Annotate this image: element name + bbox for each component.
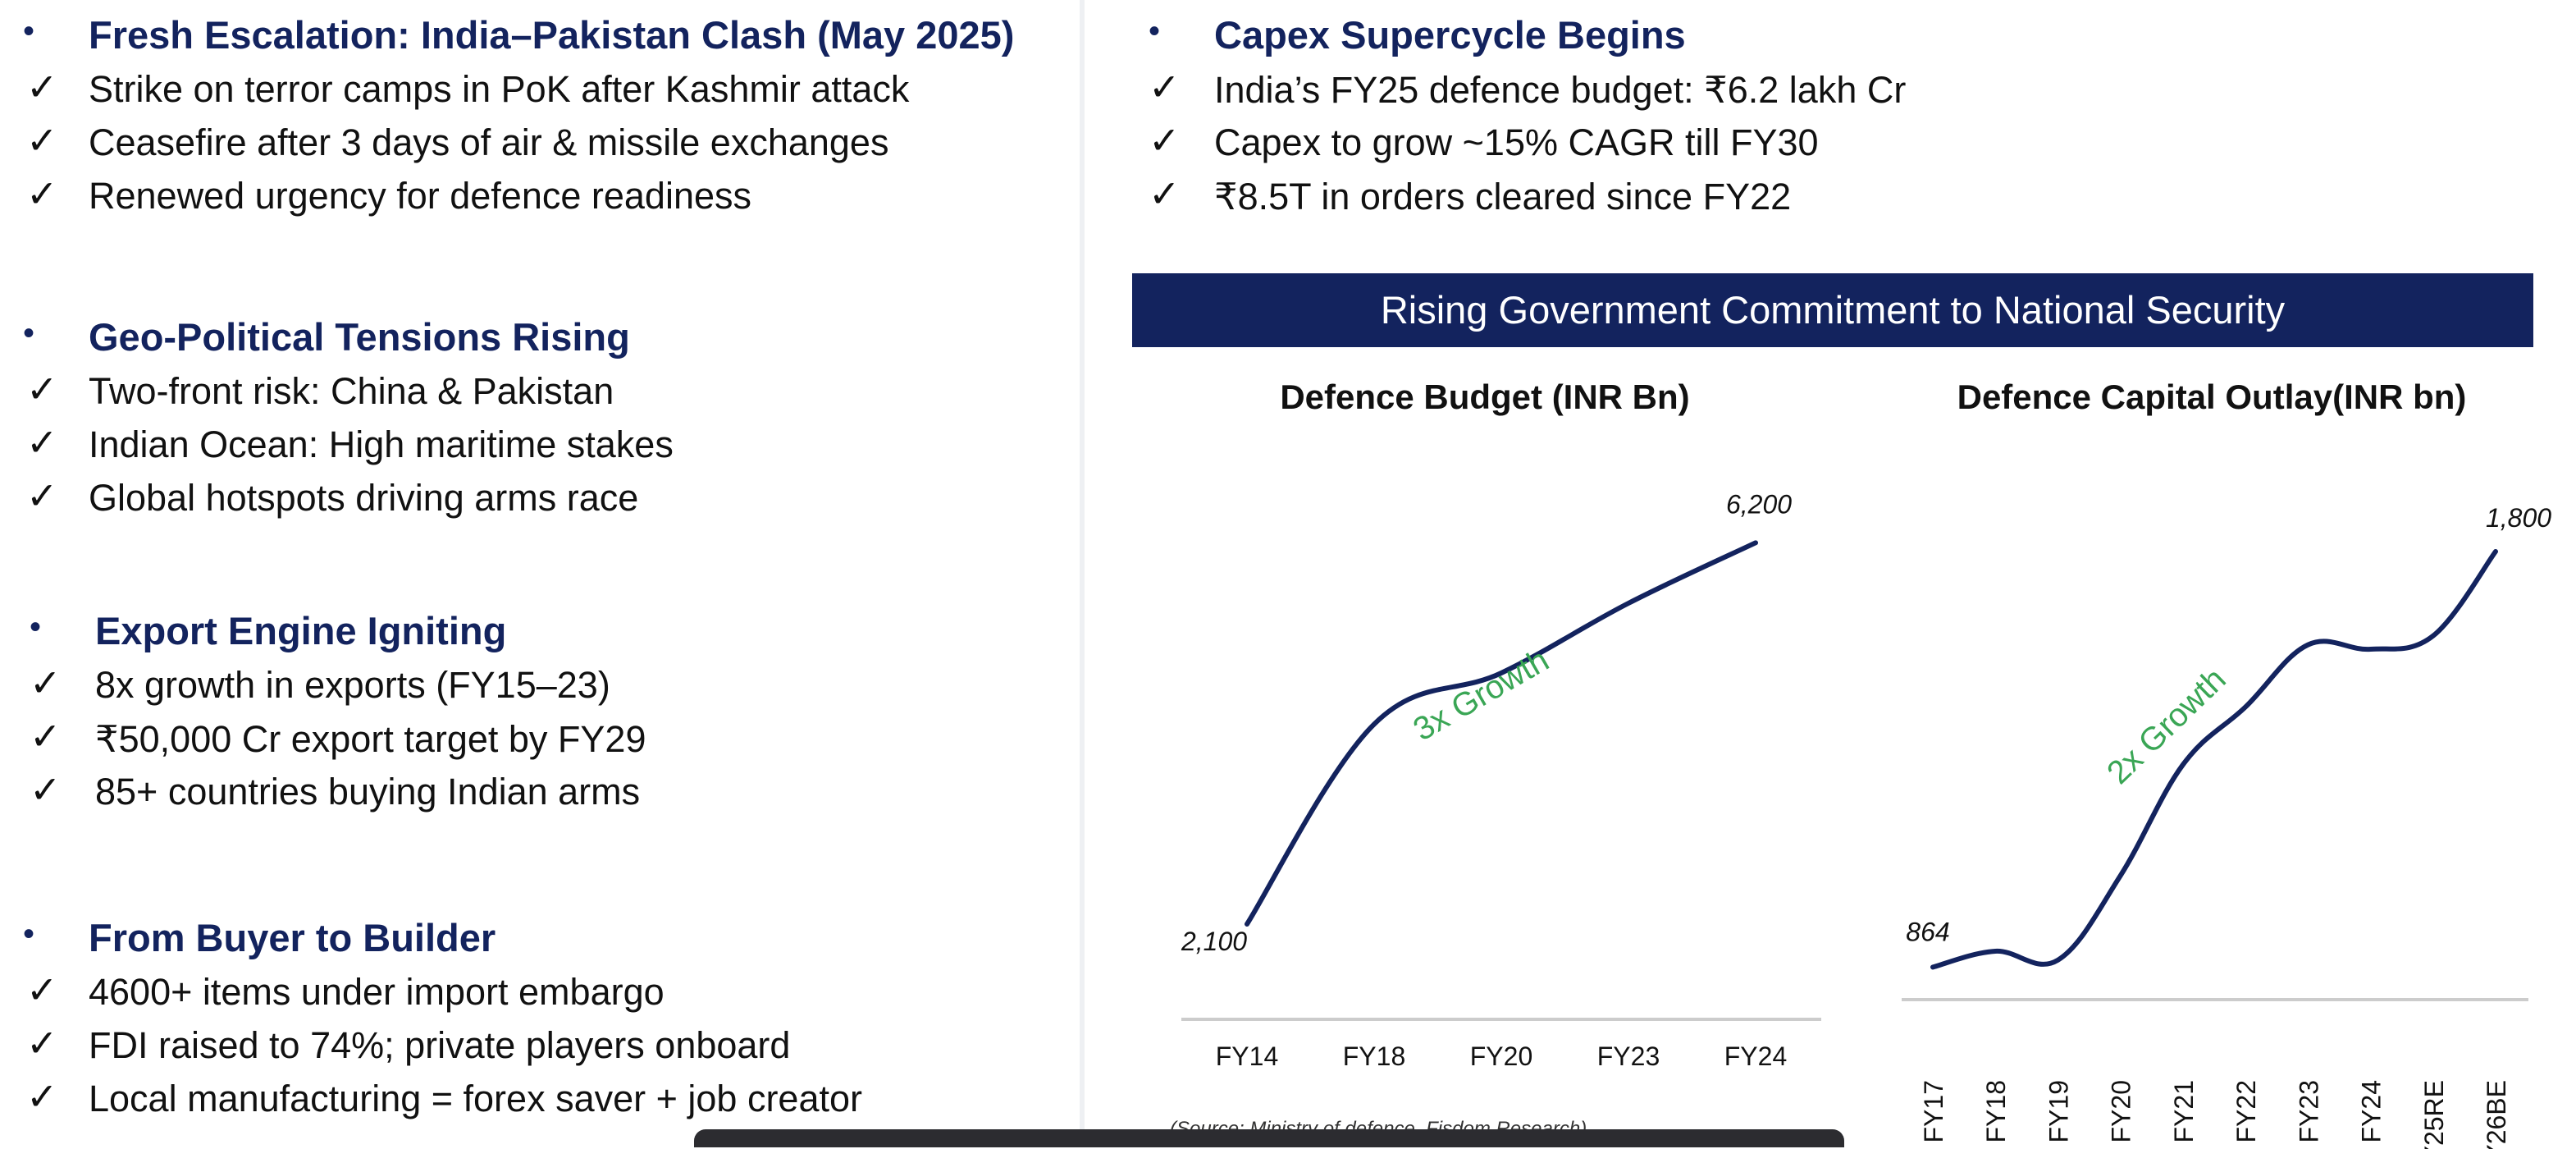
x-tick-label: FY24 <box>1724 1041 1787 1071</box>
checklist-item-text: Local manufacturing = forex saver + job … <box>89 1078 863 1119</box>
defence-budget-chart: Defence Budget (INR Bn) FY14 FY18 FY20 FY23 F… <box>1170 378 1821 1140</box>
checklist-item-text: Strike on terror camps in PoK after Kash… <box>89 68 910 110</box>
x-tick-label: FY21 <box>2169 1080 2199 1142</box>
check-mark-icon: ✓ <box>26 421 58 464</box>
x-tick-label: FY23 <box>2294 1080 2323 1142</box>
series-line <box>1245 540 1758 927</box>
section-heading-row: • Geo-Political Tensions Rising <box>0 310 1066 364</box>
checklist-item-text: Renewed urgency for defence readiness <box>89 175 752 217</box>
left-column: • Fresh Escalation: India–Pakistan Clash … <box>0 0 1080 1147</box>
checklist-item-text: India’s FY25 defence budget: ₹6.2 lakh C… <box>1214 69 1907 111</box>
checklist-item: ✓ Capex to grow ~15% CAGR till FY30 <box>1085 115 2151 168</box>
bullet-dot: • <box>23 13 35 49</box>
checklist-item: ✓ India’s FY25 defence budget: ₹6.2 lakh … <box>1085 62 2151 115</box>
growth-annotation: 3x Growth <box>1408 642 1555 748</box>
data-label: 2,100 <box>1181 927 1247 956</box>
checklist-item: ✓ Global hotspots driving arms race <box>0 470 1066 524</box>
data-label: 1,800 <box>2486 503 2551 533</box>
checklist-item: ✓ Ceasefire after 3 days of air & missile… <box>0 115 1066 168</box>
right-column: • Capex Supercycle Begins ✓ India’s FY25 de… <box>1085 0 2576 1147</box>
checklist-item-text: 4600+ items under import embargo <box>89 971 665 1013</box>
checklist-item-text: Indian Ocean: High maritime stakes <box>89 423 674 465</box>
check-mark-icon: ✓ <box>26 172 58 215</box>
x-tick-label: FY18 <box>1981 1080 2011 1142</box>
x-tick-label: FY20 <box>2107 1080 2136 1142</box>
check-mark-icon: ✓ <box>1149 66 1181 108</box>
check-mark-icon: ✓ <box>26 368 58 410</box>
checklist-item-text: Ceasefire after 3 days of air & missile … <box>89 121 889 163</box>
x-tick-label: FY24 <box>2357 1080 2386 1142</box>
x-tick-label: FY22 <box>2231 1080 2261 1142</box>
growth-annotation: 2x Growth <box>2100 661 2233 791</box>
bullet-section: • From Buyer to Builder ✓ 4600+ items under… <box>0 911 1066 1124</box>
check-mark-icon: ✓ <box>26 474 58 517</box>
check-mark-icon: ✓ <box>1149 172 1181 215</box>
section-heading: From Buyer to Builder <box>89 916 496 959</box>
checklist-item: ✓ FDI raised to 74%; private players onbo… <box>0 1018 1066 1071</box>
checklist-item: ✓ Renewed urgency for defence readiness <box>0 168 1066 222</box>
checklist-item: ✓ ₹8.5T in orders cleared since FY22 <box>1085 168 2151 222</box>
checklist-item: ✓ Local manufacturing = forex saver + job… <box>0 1071 1066 1124</box>
bullet-dot: • <box>23 916 35 952</box>
checklist-item-text: Two-front risk: China & Pakistan <box>89 370 614 412</box>
section-heading-row: • From Buyer to Builder <box>0 911 1066 964</box>
data-label: 864 <box>1906 917 1949 946</box>
checklist-item-text: ₹8.5T in orders cleared since FY22 <box>1214 176 1792 217</box>
section-heading: Export Engine Igniting <box>95 609 507 652</box>
bullet-section: • Export Engine Igniting ✓ 8x growth in exp… <box>0 604 1066 817</box>
x-tick-label: FY23 <box>1597 1041 1660 1071</box>
chart-title: Defence Budget (INR Bn) <box>1280 378 1689 416</box>
bullet-section: • Capex Supercycle Begins ✓ India’s FY25 de… <box>1085 8 2151 222</box>
section-heading: Geo-Political Tensions Rising <box>89 315 630 359</box>
section-heading-row: • Capex Supercycle Begins <box>1085 8 2151 62</box>
x-tick-label: FY26BE <box>2482 1080 2511 1149</box>
checklist-item: ✓ 4600+ items under import embargo <box>0 964 1066 1018</box>
checklist-item: ✓ Two-front risk: China & Pakistan <box>0 364 1066 417</box>
x-tick-label: FY19 <box>2044 1080 2073 1142</box>
checklist-item-text: ₹50,000 Cr export target by FY29 <box>95 718 646 760</box>
checklist-item: ✓ 8x growth in exports (FY15–23) <box>0 657 1066 711</box>
checklist-item: ✓ 85+ countries buying Indian arms <box>0 764 1066 817</box>
check-mark-icon: ✓ <box>30 661 62 704</box>
section-heading: Capex Supercycle Begins <box>1214 13 1686 57</box>
check-mark-icon: ✓ <box>1149 119 1181 162</box>
bullet-section: • Fresh Escalation: India–Pakistan Clash … <box>0 8 1066 222</box>
chart-banner: Rising Government Commitment to National… <box>1132 273 2533 347</box>
bullet-dot: • <box>23 315 35 351</box>
check-mark-icon: ✓ <box>26 1022 58 1064</box>
data-label: 6,200 <box>1726 489 1792 519</box>
checklist-item-text: Capex to grow ~15% CAGR till FY30 <box>1214 121 1819 163</box>
checklist-item-text: FDI raised to 74%; private players onboa… <box>89 1024 791 1066</box>
section-heading: Fresh Escalation: India–Pakistan Clash (… <box>89 13 1015 57</box>
checklist-item: ✓ Indian Ocean: High maritime stakes <box>0 417 1066 470</box>
column-divider <box>1080 0 1085 1147</box>
series-line <box>1930 549 2498 970</box>
bullet-dot: • <box>1149 13 1161 49</box>
chart-title: Defence Capital Outlay(INR bn) <box>1957 378 2467 416</box>
check-mark-icon: ✓ <box>26 1075 58 1118</box>
check-mark-icon: ✓ <box>26 119 58 162</box>
section-heading-row: • Export Engine Igniting <box>0 604 1066 657</box>
check-mark-icon: ✓ <box>26 968 58 1011</box>
bottom-scroll-bar[interactable] <box>694 1129 1844 1147</box>
check-mark-icon: ✓ <box>26 66 58 108</box>
check-mark-icon: ✓ <box>30 768 62 811</box>
x-tick-label: FY20 <box>1470 1041 1532 1071</box>
checklist-item-text: 8x growth in exports (FY15–23) <box>95 664 610 706</box>
checklist-item-text: Global hotspots driving arms race <box>89 477 639 519</box>
section-heading-row: • Fresh Escalation: India–Pakistan Clash … <box>0 8 1066 62</box>
bullet-dot: • <box>30 609 42 645</box>
x-tick-label: FY14 <box>1216 1041 1278 1071</box>
checklist-item: ✓ Strike on terror camps in PoK after Kas… <box>0 62 1066 115</box>
defence-capital-outlay-chart: Defence Capital Outlay(INR bn) FY17 FY18 FY… <box>1902 378 2551 1149</box>
checklist-item: ✓ ₹50,000 Cr export target by FY29 <box>0 711 1066 764</box>
x-tick-label: FY17 <box>1919 1080 1948 1142</box>
bullet-section: • Geo-Political Tensions Rising ✓ Two-front… <box>0 310 1066 524</box>
x-tick-label: FY18 <box>1343 1041 1405 1071</box>
x-tick-label: FY25RE <box>2419 1080 2449 1149</box>
check-mark-icon: ✓ <box>30 715 62 758</box>
checklist-item-text: 85+ countries buying Indian arms <box>95 771 641 813</box>
